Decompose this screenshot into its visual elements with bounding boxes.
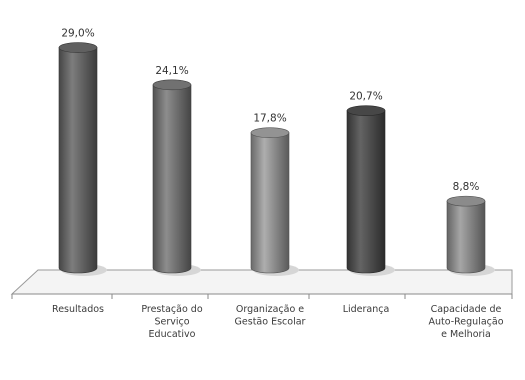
bar-top-cap	[58, 42, 98, 53]
category-label-line: Liderança	[343, 304, 390, 315]
bar-body	[58, 47, 98, 274]
category-label-line: Resultados	[52, 304, 104, 315]
bar-body	[346, 110, 386, 274]
category-labels-group: Resultados Prestação do Serviço Educativo Or…	[52, 304, 504, 340]
bar	[58, 42, 107, 276]
bar	[346, 105, 395, 276]
bar-top-cap	[152, 79, 192, 91]
bar-body	[152, 84, 192, 274]
bar	[250, 127, 299, 276]
value-label: 17,8%	[253, 113, 286, 125]
bar	[446, 195, 495, 276]
value-label: 20,7%	[349, 91, 382, 103]
category-label: Liderança	[343, 304, 390, 315]
bars-group	[58, 42, 495, 276]
value-label: 8,8%	[453, 181, 480, 193]
category-label: Organização e Gestão Escolar	[235, 304, 306, 328]
value-label: 29,0%	[61, 28, 94, 40]
category-label: Capacidade de Auto-Regulação e Melhoria	[428, 304, 503, 340]
category-label-line: Gestão Escolar	[235, 317, 306, 328]
category-label: Prestação do Serviço Educativo	[141, 304, 203, 340]
category-label-line: Capacidade de	[431, 304, 502, 315]
bar-body	[446, 200, 486, 274]
value-labels-group: 29,0% 24,1% 17,8% 20,7% 8,8%	[61, 28, 479, 194]
category-label-line: e Melhoria	[441, 329, 491, 340]
category-label-line: Organização e	[236, 304, 304, 315]
bar	[152, 79, 201, 276]
bar-top-cap	[446, 195, 486, 207]
category-label-line: Prestação do	[141, 304, 203, 315]
category-label-line: Educativo	[149, 329, 196, 340]
category-label-line: Serviço	[154, 317, 189, 328]
bar-top-cap	[250, 127, 290, 139]
bar-top-cap	[346, 105, 386, 116]
category-label: Resultados	[52, 304, 104, 315]
value-label: 24,1%	[155, 65, 188, 77]
category-label-line: Auto-Regulação	[428, 317, 503, 328]
bar-body	[250, 132, 290, 274]
chart-floor	[10, 269, 513, 299]
